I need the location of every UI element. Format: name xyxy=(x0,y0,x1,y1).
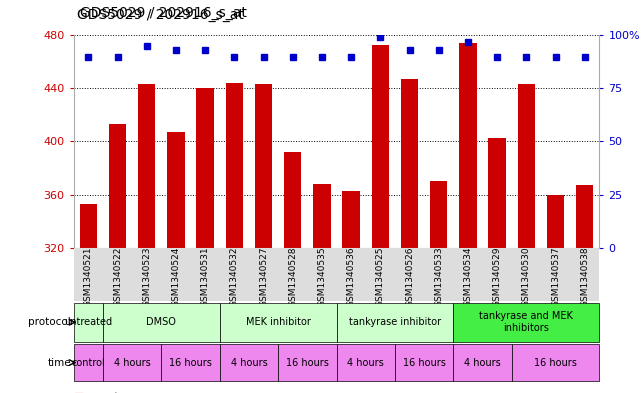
Bar xyxy=(576,185,594,248)
Text: MEK inhibitor: MEK inhibitor xyxy=(246,317,310,327)
Text: protocol: protocol xyxy=(28,317,71,327)
Bar xyxy=(284,152,301,248)
Text: GDS5029 / 202916_s_at: GDS5029 / 202916_s_at xyxy=(80,6,247,20)
Bar xyxy=(167,132,185,248)
Bar xyxy=(547,195,564,248)
Bar xyxy=(74,303,103,342)
Text: 16 hours: 16 hours xyxy=(534,358,577,367)
Text: 4 hours: 4 hours xyxy=(347,358,384,367)
Bar xyxy=(109,124,126,248)
Bar xyxy=(512,344,599,381)
Text: 4 hours: 4 hours xyxy=(113,358,151,367)
Text: tankyrase and MEK
inhibitors: tankyrase and MEK inhibitors xyxy=(479,312,573,333)
Bar xyxy=(220,344,278,381)
Text: 16 hours: 16 hours xyxy=(286,358,329,367)
Bar xyxy=(342,191,360,248)
Bar xyxy=(372,45,389,248)
Bar xyxy=(103,344,162,381)
Bar xyxy=(162,344,220,381)
Bar xyxy=(313,184,331,248)
Bar xyxy=(138,84,156,248)
Text: control: control xyxy=(71,358,105,367)
Text: 16 hours: 16 hours xyxy=(169,358,212,367)
Bar xyxy=(453,303,599,342)
Bar xyxy=(517,84,535,248)
Bar xyxy=(488,138,506,248)
Bar xyxy=(103,303,220,342)
Bar xyxy=(395,344,453,381)
Bar xyxy=(401,79,419,248)
Text: 16 hours: 16 hours xyxy=(403,358,445,367)
Bar xyxy=(74,344,103,381)
Text: 4 hours: 4 hours xyxy=(231,358,267,367)
Text: 4 hours: 4 hours xyxy=(464,358,501,367)
Text: tankyrase inhibitor: tankyrase inhibitor xyxy=(349,317,441,327)
Bar xyxy=(337,344,395,381)
Bar xyxy=(226,83,243,248)
Text: time: time xyxy=(47,358,71,367)
Text: count: count xyxy=(90,392,119,393)
Text: DMSO: DMSO xyxy=(146,317,176,327)
Text: ■: ■ xyxy=(74,392,84,393)
Bar xyxy=(278,344,337,381)
Bar xyxy=(196,88,214,248)
Bar xyxy=(453,344,512,381)
Bar xyxy=(430,181,447,248)
Text: untreated: untreated xyxy=(64,317,112,327)
Bar xyxy=(220,303,337,342)
Bar xyxy=(254,84,272,248)
Bar xyxy=(79,204,97,248)
Bar xyxy=(459,43,477,248)
Text: GDS5029 / 202916_s_at: GDS5029 / 202916_s_at xyxy=(77,7,244,22)
Bar xyxy=(337,303,453,342)
